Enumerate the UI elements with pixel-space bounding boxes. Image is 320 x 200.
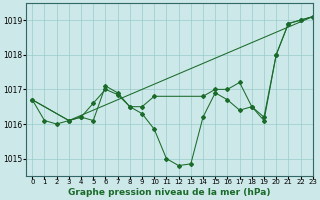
X-axis label: Graphe pression niveau de la mer (hPa): Graphe pression niveau de la mer (hPa)	[68, 188, 271, 197]
